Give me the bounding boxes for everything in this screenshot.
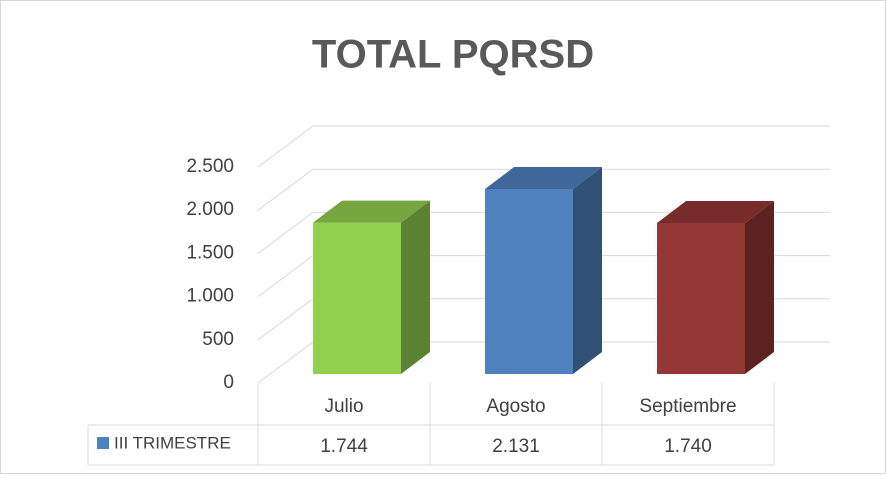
bar-side (745, 200, 774, 374)
bar-front (313, 222, 401, 374)
bar-front (485, 189, 573, 374)
bar (313, 200, 430, 374)
table-value: 2.131 (492, 436, 540, 457)
y-tick-label: 500 (202, 329, 234, 350)
legend-label: III TRIMESTRE (114, 433, 231, 452)
bar-side (573, 167, 602, 374)
chart-title: TOTAL PQRSD (312, 33, 594, 77)
grid-line (257, 211, 830, 254)
bar (657, 200, 774, 374)
bar-front (657, 222, 745, 374)
x-tick-label: Agosto (486, 396, 545, 417)
grid-line (257, 125, 830, 168)
table-value: 1.744 (320, 436, 368, 457)
y-tick-label: 0 (223, 372, 234, 393)
table-value: 1.740 (664, 436, 712, 457)
y-tick-label: 1.000 (186, 286, 234, 307)
legend-swatch (97, 437, 109, 449)
bar-side (401, 200, 430, 374)
x-tick-label: Julio (324, 396, 363, 417)
y-tick-label: 2.500 (186, 156, 234, 177)
grid-line (257, 168, 830, 211)
x-tick-label: Septiembre (639, 396, 736, 417)
bar-top (313, 200, 430, 223)
y-tick-label: 1.500 (186, 242, 234, 263)
y-tick-label: 2.000 (186, 199, 234, 220)
bar-top (485, 167, 602, 190)
bar (485, 167, 602, 374)
bar-top (657, 200, 774, 223)
